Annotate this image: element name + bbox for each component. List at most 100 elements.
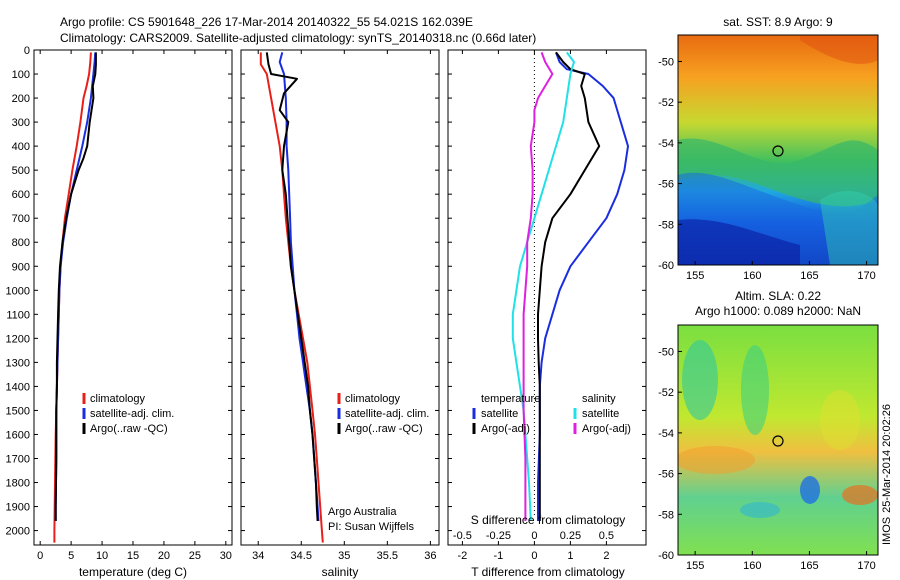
lon-tick-label: 160: [743, 560, 761, 572]
lat-tick-label: -58: [658, 219, 674, 231]
s-tick-label: 0.5: [599, 530, 614, 542]
x-tick-label: 10: [96, 550, 108, 562]
temperature-panel: 0 5 10 15 20 25 30: [34, 49, 232, 562]
depth-tick-label: 300: [12, 117, 30, 129]
depth-tick-label: 1100: [6, 309, 30, 321]
depth-axis-ticks: 0 100 200 300 400 500 600 700 800 900 1000 1100 1200…: [6, 45, 30, 538]
depth-tick-label: 1600: [6, 429, 30, 441]
x-tick-label: 30: [220, 550, 232, 562]
depth-tick-label: 700: [12, 213, 30, 225]
figure-title-line1: Argo profile: CS 5901648_226 17-Mar-2014…: [60, 15, 473, 29]
x-tick-label: -1: [494, 550, 504, 562]
difference-legend: temperature satellite Argo(-adj) salinit…: [472, 393, 631, 435]
temperature-axes: [33, 49, 233, 546]
legend-title-salinity: salinity: [582, 393, 616, 405]
depth-tick-label: 1400: [6, 381, 30, 393]
s-tick-label: -0.25: [486, 530, 511, 542]
depth-tick-label: 500: [12, 165, 30, 177]
legend-label-T-argo: Argo(-adj): [481, 423, 530, 435]
depth-tick-label: 1700: [6, 453, 30, 465]
lat-tick-label: -56: [658, 469, 674, 481]
lat-tick-label: -60: [658, 550, 674, 562]
depth-tick-label: 2000: [6, 526, 30, 538]
x-tick-label: 2: [603, 550, 609, 562]
series-line-salinity-argo-adj-: [522, 52, 554, 521]
temperature-xlabel: temperature (deg C): [79, 565, 187, 579]
legend-title-temperature: temperature: [481, 393, 540, 405]
sla-map-title1: Altim. SLA: 0.22: [735, 289, 821, 303]
x-tick-label: 0: [531, 550, 537, 562]
sst-map-frame: [677, 34, 879, 266]
lon-tick-label: 155: [686, 270, 704, 282]
depth-tick-label: 800: [12, 237, 30, 249]
depth-tick-label: 1500: [6, 405, 30, 417]
lon-tick-label: 170: [857, 560, 875, 572]
lat-tick-label: -54: [658, 138, 674, 150]
figure-title-line2: Climatology: CARS2009. Satellite-adjuste…: [60, 31, 536, 45]
sla-map-ticks: 155 160 165 170 -50 -52 -54 -56 -58 -60: [658, 346, 876, 572]
argo-float-marker: [772, 435, 784, 447]
sla-map-image: [678, 325, 878, 555]
sla-map-title2: Argo h1000: 0.089 h2000: NaN: [695, 304, 861, 318]
lat-tick-label: -52: [658, 97, 674, 109]
credit-text: IMOS 25-Mar-2014 20:02:26: [881, 404, 893, 545]
lat-tick-label: -60: [658, 260, 674, 272]
temperature-legend: climatology satellite-adj. clim. Argo(..…: [82, 393, 174, 435]
credit-tag: IMOS: [881, 517, 893, 545]
sst-map-title: sat. SST: 8.9 Argo: 9: [723, 15, 833, 29]
lat-tick-label: -50: [658, 346, 674, 358]
depth-tick-label: 400: [12, 141, 30, 153]
attribution-line2: PI: Susan Wijffels: [328, 521, 414, 533]
salinity-panel: 34 34.5 35 35.5 36: [241, 49, 439, 562]
x-tick-label: 5: [68, 550, 74, 562]
series-line-temperature-argo-adj-: [537, 51, 601, 521]
credit-stamp: IMOS 25-Mar-2014 20:02:26: [881, 404, 893, 545]
x-tick-label: 36: [424, 550, 436, 562]
x-tick-label: 25: [189, 550, 201, 562]
depth-tick-label: 900: [12, 261, 30, 273]
depth-tick-label: 1200: [6, 333, 30, 345]
legend-label-climatology: climatology: [345, 393, 401, 405]
depth-tick-label: 100: [12, 69, 30, 81]
x-tick-label: 0: [37, 550, 43, 562]
argo-float-marker: [772, 145, 784, 157]
x-tick-label: 35: [338, 550, 350, 562]
depth-tick-label: 600: [12, 189, 30, 201]
depth-tick-label: 1300: [6, 357, 30, 369]
legend-label-argo: Argo(..raw -QC): [345, 423, 423, 435]
lon-tick-label: 170: [857, 270, 875, 282]
x-tick-label: 35.5: [377, 550, 398, 562]
legend-label-satellite: satellite-adj. clim.: [345, 408, 429, 420]
credit-date: 25-Mar-2014 20:02:26: [881, 404, 893, 513]
difference-xlabel-S: S difference from climatology: [471, 513, 626, 527]
x-tick-label: 1: [567, 550, 573, 562]
legend-label-argo: Argo(..raw -QC): [90, 423, 168, 435]
s-tick-label: 0.25: [560, 530, 581, 542]
s-tick-label: 0: [531, 530, 537, 542]
legend-label-satellite: satellite-adj. clim.: [90, 408, 174, 420]
difference-panel: -2 -1 0 1 2 -0.5 -0.25 0 0.25 0.5: [448, 49, 646, 562]
sla-map-frame: [677, 324, 879, 556]
lon-tick-label: 155: [686, 560, 704, 572]
x-tick-label: 15: [127, 550, 139, 562]
sst-map-ticks: 155 160 165 170 -50 -52 -54 -56 -58 -60: [658, 56, 876, 282]
salinity-axes: [240, 49, 440, 546]
sst-map-image: [678, 35, 878, 265]
x-tick-label: 34: [252, 550, 264, 562]
difference-xlabel-T: T difference from climatology: [471, 565, 625, 579]
attribution-line1: Argo Australia: [328, 506, 397, 518]
lat-tick-label: -56: [658, 179, 674, 191]
series-line-argo-raw-qc-: [54, 52, 97, 521]
lon-tick-label: 160: [743, 270, 761, 282]
depth-tick-label: 200: [12, 93, 30, 105]
lon-tick-label: 165: [800, 560, 818, 572]
depth-tick-label: 0: [24, 45, 30, 57]
salinity-xlabel: salinity: [322, 565, 359, 579]
depth-tick-label: 1800: [6, 478, 30, 490]
legend-label-S-satellite: satellite: [582, 408, 619, 420]
legend-label-climatology: climatology: [90, 393, 146, 405]
lat-tick-label: -50: [658, 56, 674, 68]
lat-tick-label: -52: [658, 387, 674, 399]
x-tick-label: 34.5: [291, 550, 312, 562]
